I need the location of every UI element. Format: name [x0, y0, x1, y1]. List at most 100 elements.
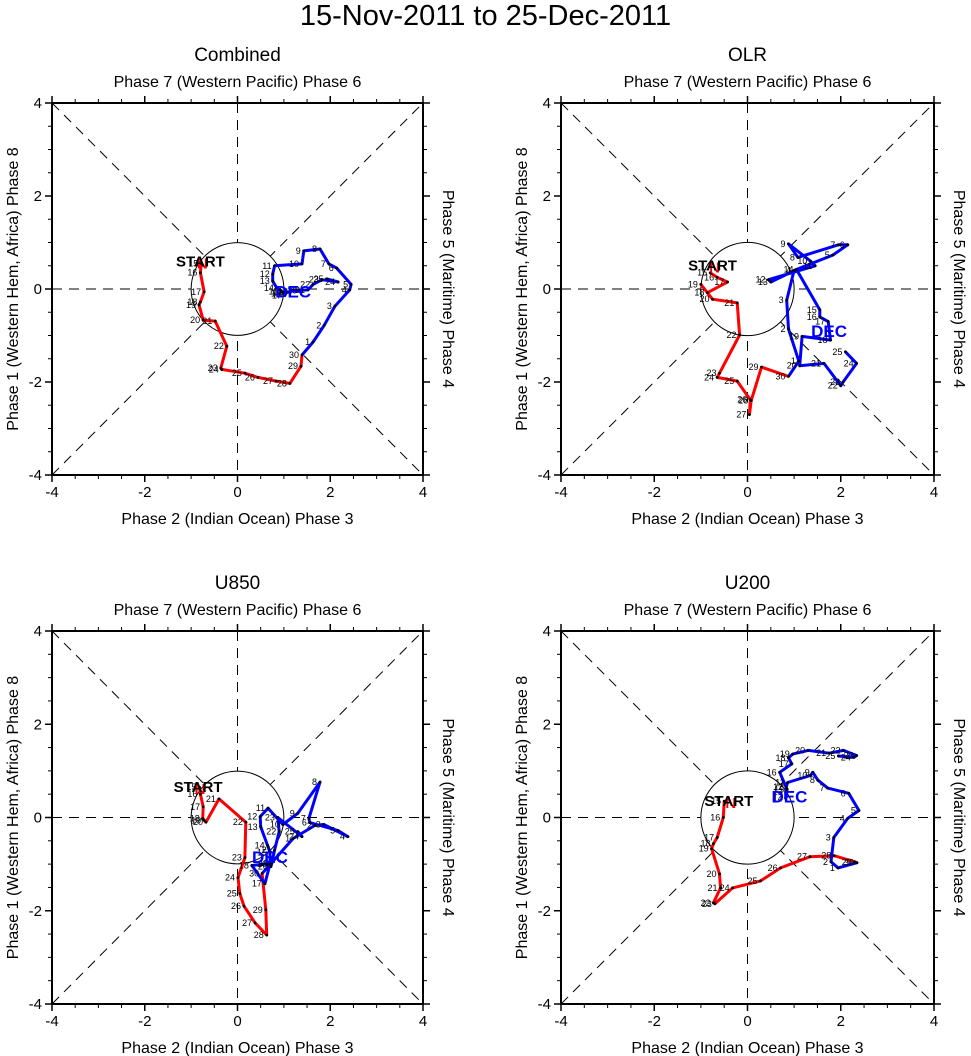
day-marker	[244, 820, 248, 824]
day-label: 7	[321, 259, 326, 269]
day-label: 12	[755, 275, 765, 285]
day-label: 12	[260, 269, 270, 279]
day-label: 22	[266, 826, 276, 836]
day-marker	[236, 876, 240, 880]
day-label: 16	[767, 767, 777, 777]
day-marker	[721, 816, 725, 819]
day-marker	[296, 830, 300, 833]
day-marker	[787, 327, 790, 331]
day-marker	[731, 886, 734, 890]
day-label: 18	[817, 335, 827, 345]
day-marker	[202, 290, 206, 294]
day-marker	[785, 298, 789, 302]
day-marker	[264, 908, 268, 912]
day-label: 26	[737, 395, 747, 405]
start-label: START	[688, 257, 737, 274]
x-tick-label: -4	[45, 484, 58, 501]
day-label: 15	[269, 286, 279, 296]
start-label: START	[176, 254, 225, 271]
day-marker	[842, 748, 845, 752]
day-marker	[787, 242, 790, 246]
day-marker	[333, 304, 337, 308]
day-marker	[816, 778, 820, 782]
day-marker	[271, 272, 275, 276]
day-label: 20	[193, 817, 203, 827]
day-label: 26	[231, 901, 241, 911]
right-axis-label: Phase 5 (Maritime) Phase 4	[950, 718, 967, 916]
day-marker	[813, 264, 817, 268]
day-label: 11	[775, 778, 784, 788]
day-label: 14	[255, 840, 265, 850]
day-label: 23	[830, 377, 840, 387]
day-marker	[327, 262, 331, 266]
day-marker	[798, 364, 802, 368]
day-marker	[719, 886, 722, 890]
day-label: 8	[312, 244, 317, 254]
day-marker	[738, 333, 741, 337]
day-marker	[201, 318, 205, 322]
nov-label: N	[197, 256, 208, 273]
day-marker	[760, 365, 763, 369]
day-marker	[291, 837, 295, 840]
day-marker	[260, 872, 264, 875]
day-label: 19	[278, 286, 288, 296]
day-label: 27	[242, 918, 252, 928]
day-marker	[784, 790, 788, 794]
day-label: 21	[811, 358, 821, 368]
day-label: 13	[758, 277, 768, 287]
day-marker	[811, 770, 815, 774]
day-marker	[778, 770, 782, 774]
day-label: 24	[289, 832, 299, 842]
x-tick-label: 0	[233, 1013, 241, 1030]
day-label: 13	[260, 276, 270, 286]
top-axis-label: Phase 7 (Western Pacific) Phase 6	[624, 74, 872, 91]
bottom-axis-label: Phase 2 (Indian Ocean) Phase 3	[631, 511, 863, 528]
x-tick-label: -2	[138, 1013, 151, 1030]
day-marker	[269, 865, 273, 868]
day-label: 14	[773, 793, 783, 803]
day-label: 8	[312, 777, 317, 787]
x-tick-label: -2	[138, 484, 151, 501]
day-label: 22	[828, 381, 838, 391]
panel-u200: U200 Phase 7 (Western Pacific) Phase 6 Pha…	[514, 573, 967, 1056]
x-tick-label: -4	[554, 1013, 567, 1030]
day-marker	[818, 308, 822, 312]
day-label: 25	[227, 888, 237, 898]
day-label: 16	[257, 859, 267, 869]
day-label: 17	[704, 833, 714, 843]
day-label: 2	[781, 324, 786, 334]
day-label: 17	[191, 287, 201, 297]
day-label: 30	[289, 350, 299, 360]
y-tick-label: 2	[543, 716, 551, 733]
day-marker	[706, 291, 709, 295]
day-label: 6	[302, 818, 307, 828]
day-marker	[276, 816, 280, 819]
day-marker	[250, 864, 254, 867]
day-marker	[791, 752, 795, 756]
day-marker	[243, 856, 247, 859]
day-marker	[796, 255, 800, 259]
x-tick-label: 2	[837, 484, 845, 501]
day-marker	[275, 286, 279, 290]
day-marker	[204, 820, 208, 824]
day-marker	[826, 786, 830, 790]
right-axis-label: Phase 5 (Maritime) Phase 4	[439, 190, 456, 388]
day-marker	[199, 792, 202, 796]
bottom-axis-label: Phase 2 (Indian Ocean) Phase 3	[121, 1040, 353, 1056]
day-label: 15	[697, 268, 707, 278]
day-label: 20	[287, 285, 297, 295]
unit-circle	[700, 770, 795, 865]
day-marker	[220, 368, 224, 371]
panel-title: U200	[725, 573, 770, 594]
day-marker	[318, 780, 322, 784]
day-marker	[322, 823, 326, 826]
day-label: 29	[748, 362, 758, 372]
day-label: 24	[209, 364, 219, 374]
day-marker	[335, 266, 339, 270]
day-marker	[747, 413, 751, 416]
day-label: 16	[807, 312, 817, 322]
day-marker	[273, 848, 276, 852]
day-label: 16	[187, 268, 197, 278]
month-label-dec: DEC	[275, 282, 311, 301]
day-label: 23	[707, 368, 717, 378]
